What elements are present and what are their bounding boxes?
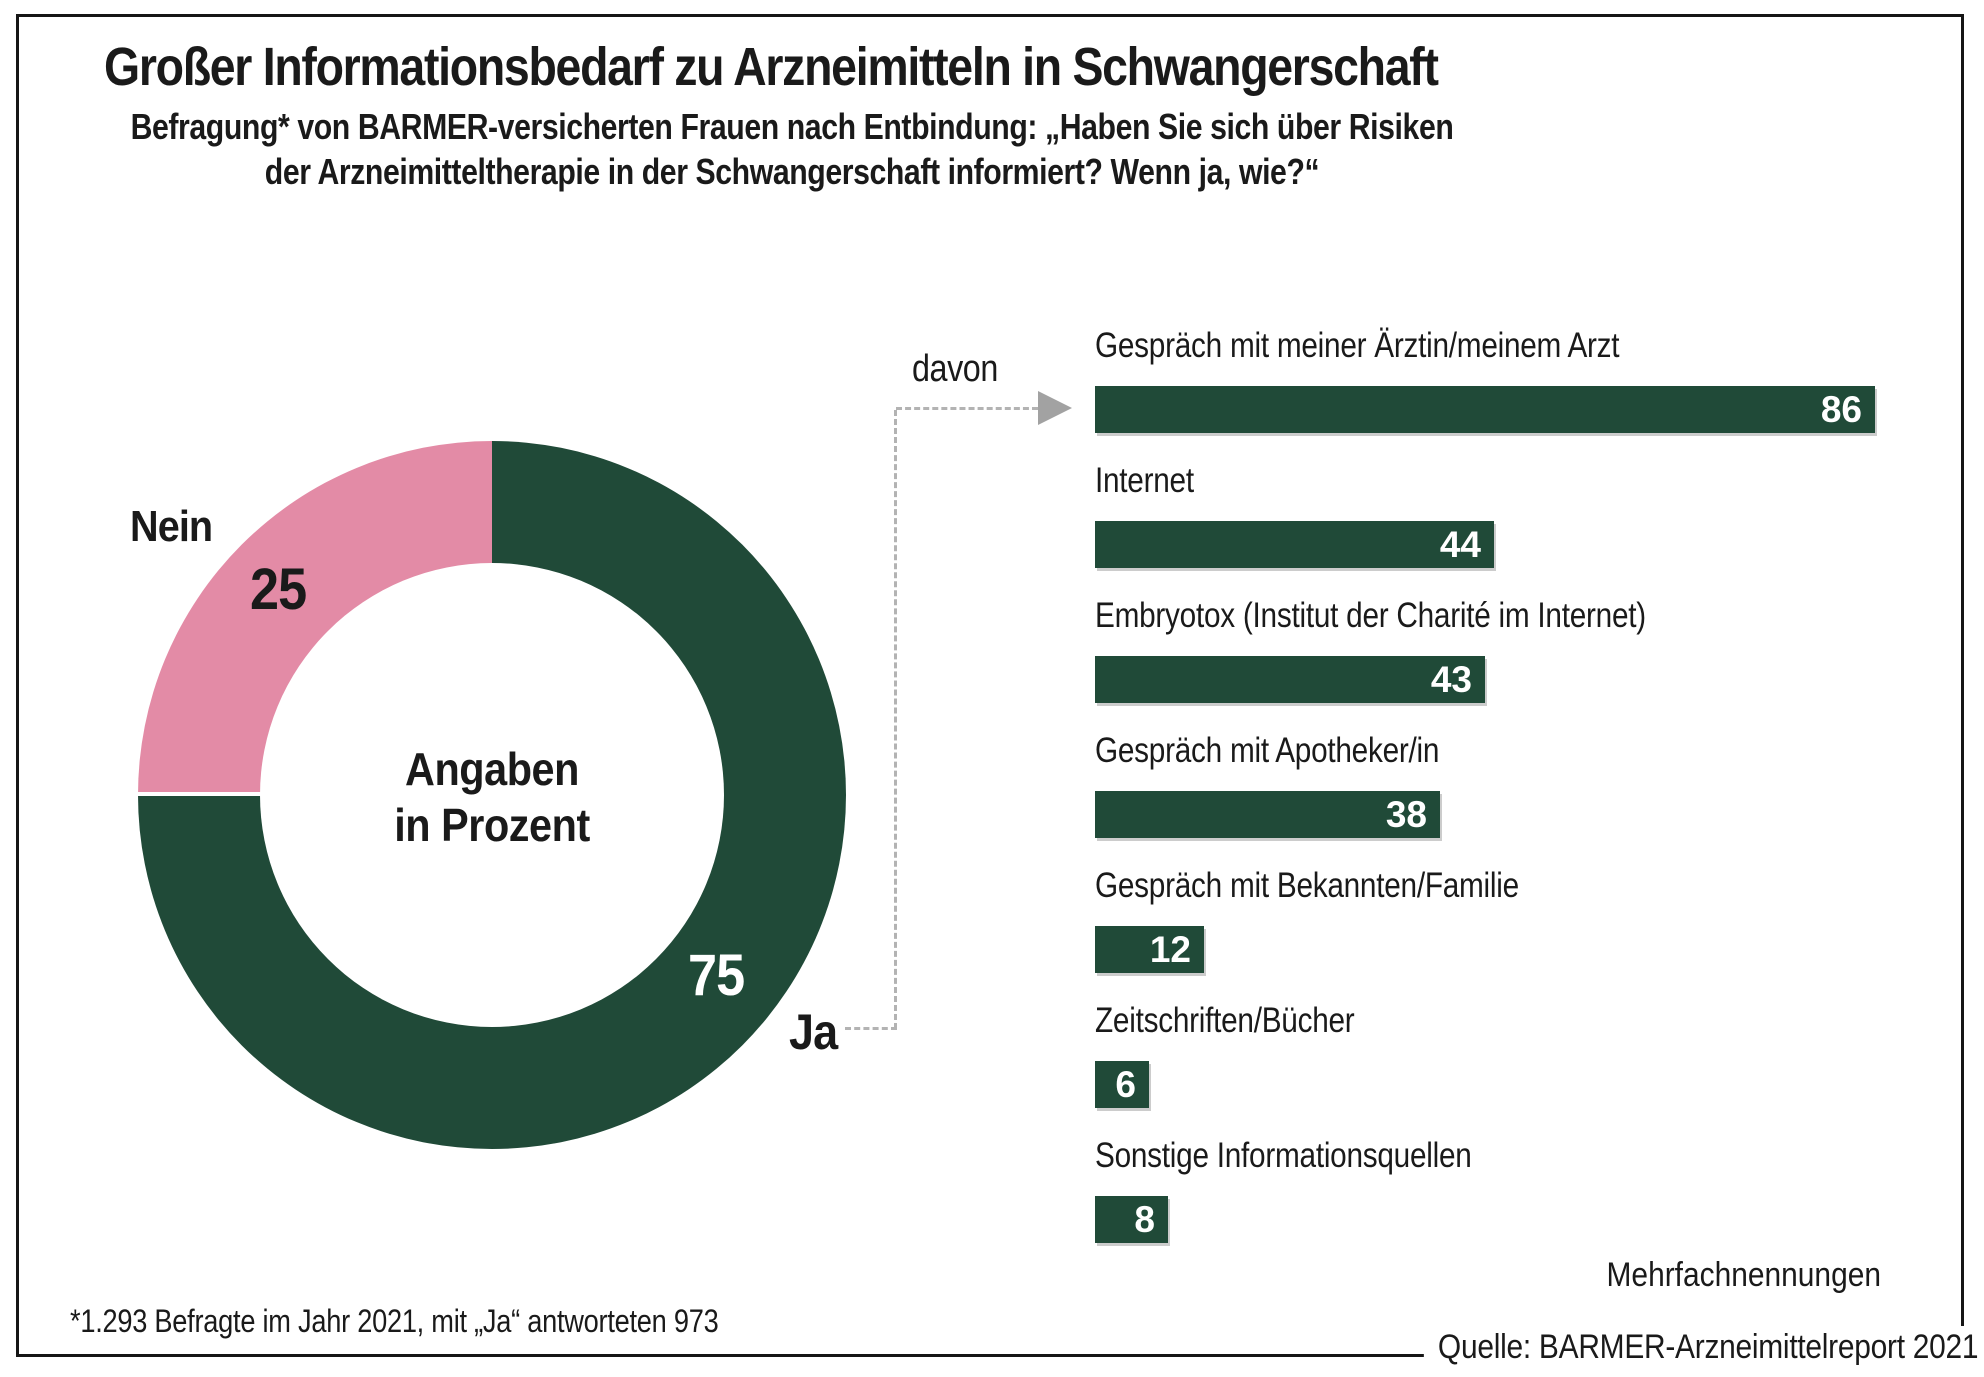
subtitle-line-2: der Arzneimitteltherapie in der Schwange… [264, 151, 1320, 192]
bar-value: 43 [1430, 659, 1472, 700]
davon-label: davon [912, 348, 998, 390]
bar: 44 [1095, 521, 1494, 568]
donut-value-nein: 25 [250, 557, 307, 622]
donut-value-ja: 75 [688, 943, 745, 1008]
donut-center-line-1: Angaben [405, 743, 579, 795]
source-credit: Quelle: BARMER-Arzneimittelreport 2021 [1423, 1326, 1980, 1377]
donut-hole [260, 563, 724, 1027]
bar-value: 8 [1134, 1199, 1155, 1240]
bar-label: Internet [1095, 461, 1194, 500]
page-title: Großer Informationsbedarf zu Arzneimitte… [104, 37, 1439, 97]
bar-label: Embryotox (Institut der Charité im Inter… [1095, 596, 1646, 635]
connector-line-vertical [894, 410, 897, 1029]
bar: 86 [1095, 386, 1875, 433]
donut: Angaben in Prozent [138, 441, 846, 1149]
multiple-mentions-note: Mehrfachnennungen [1606, 1256, 1881, 1294]
subtitle-line-1: Befragung* von BARMER-versicherten Fraue… [130, 106, 1454, 147]
connector-line-bottom [845, 1027, 897, 1030]
bar-value: 86 [1820, 389, 1862, 430]
bar-value: 6 [1115, 1064, 1136, 1105]
bar: 12 [1095, 926, 1204, 973]
subtitle: Befragung* von BARMER-versicherten Fraue… [127, 104, 1458, 194]
chart-frame [16, 14, 1964, 1357]
bar-label: Gespräch mit Bekannten/Familie [1095, 866, 1519, 905]
bar-value: 38 [1385, 794, 1427, 835]
bar: 43 [1095, 656, 1485, 703]
bar-label: Gespräch mit meiner Ärztin/meinem Arzt [1095, 326, 1620, 365]
bar-value: 12 [1149, 929, 1191, 970]
bar-label: Gespräch mit Apotheker/in [1095, 731, 1440, 770]
donut-label-ja: Ja [789, 1004, 838, 1060]
bar: 38 [1095, 791, 1440, 838]
bar-label: Sonstige Informationsquellen [1095, 1136, 1472, 1175]
bar-label: Zeitschriften/Bücher [1095, 1001, 1355, 1040]
bar-value: 44 [1439, 524, 1481, 565]
bars-area: Gespräch mit meiner Ärztin/meinem Arzt 86… [1095, 0, 1984, 1377]
bar: 6 [1095, 1061, 1149, 1108]
donut-label-nein: Nein [130, 502, 213, 551]
bar: 8 [1095, 1196, 1168, 1243]
arrow-right-icon [1038, 391, 1072, 425]
donut-center-label: Angaben in Prozent [173, 741, 810, 853]
donut-center-line-2: in Prozent [394, 799, 590, 852]
footnote: *1.293 Befragte im Jahr 2021, mit „Ja“ a… [70, 1303, 719, 1339]
connector-line-top [896, 407, 1038, 410]
